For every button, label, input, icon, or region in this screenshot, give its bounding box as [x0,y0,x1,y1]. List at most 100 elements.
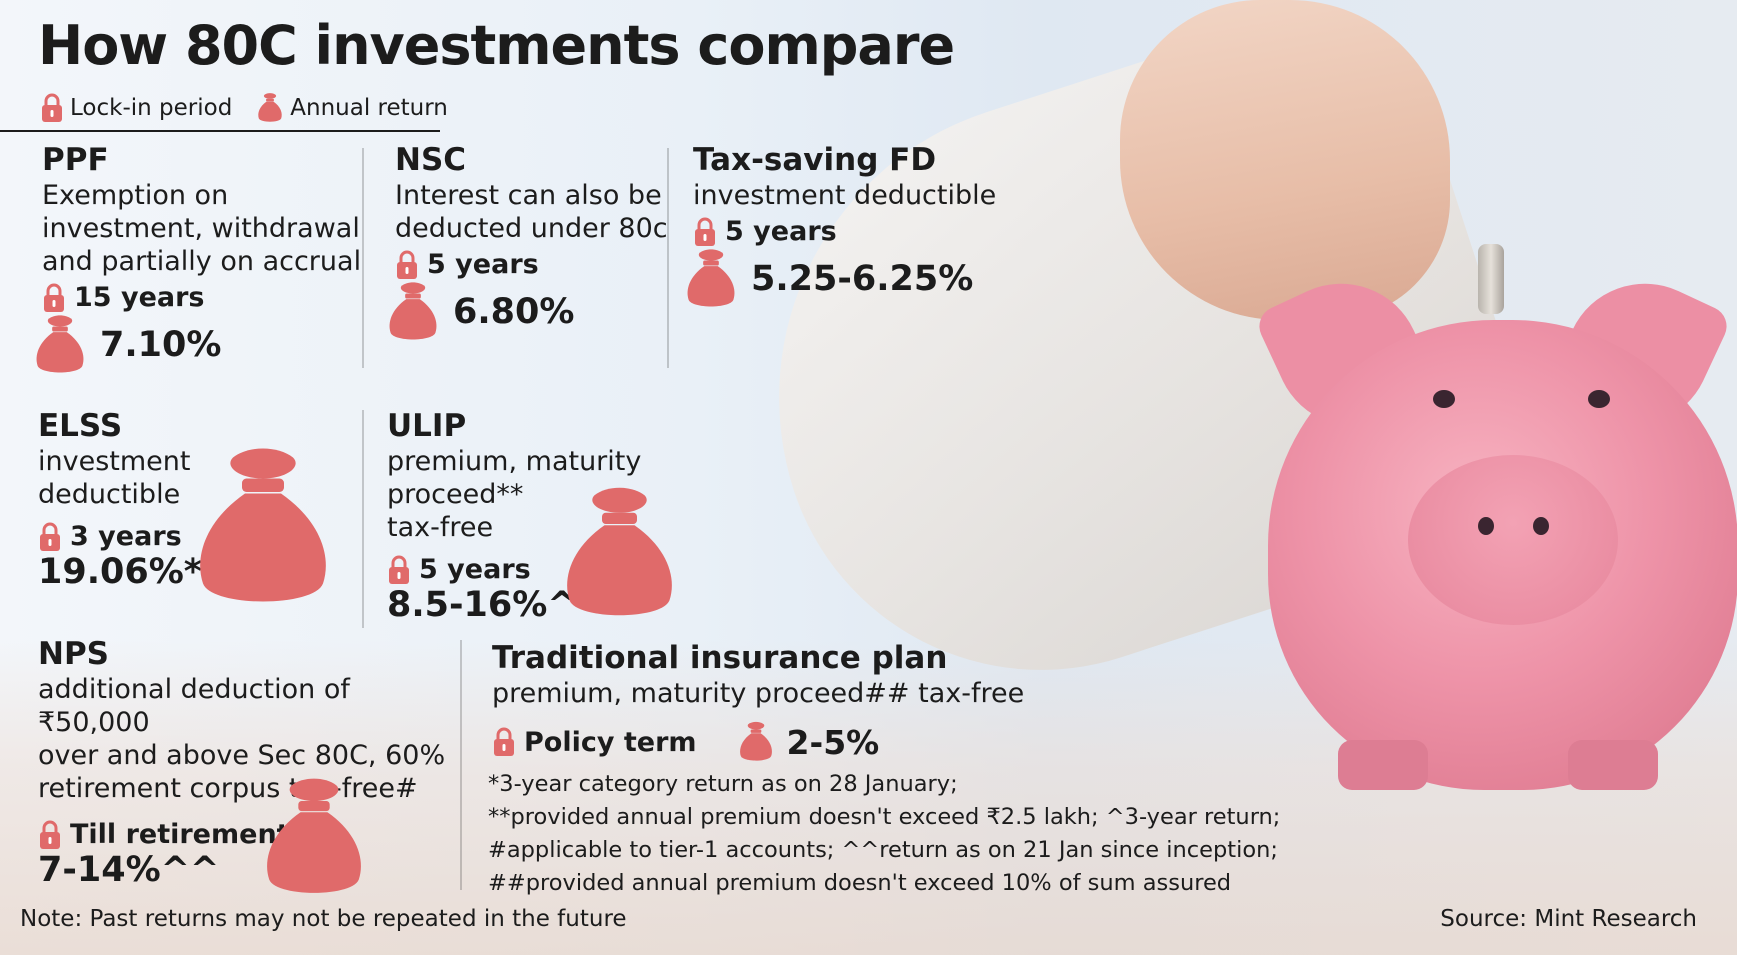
money-bag-icon [683,247,739,311]
lock-icon [387,555,411,585]
ulip-lockin: 5 years [387,554,767,585]
piggy-bank-illustration [1252,257,1737,800]
legend: Lock-in period Annual return [40,92,448,124]
fd-title: Tax-saving FD [693,142,937,178]
footnotes: *3-year category return as on 28 January… [488,768,1280,900]
column-divider [460,640,462,890]
ulip-lockin-value: 5 years [419,554,531,586]
ppf-lockin-value: 15 years [74,282,205,314]
disclaimer-note: Note: Past returns may not be repeated i… [20,906,627,932]
nsc-return: 6.80% [385,280,675,344]
ulip-description: premium, maturity proceed** tax-free [387,445,767,544]
legend-return-label: Annual return [290,95,448,121]
pig-nostril-right [1533,517,1549,535]
nps-title: NPS [38,636,109,672]
trad-title: Traditional insurance plan [492,640,948,676]
coin-illustration [1478,244,1504,314]
nsc-desc-line: Interest can also be [395,180,662,212]
ulip-desc-line: premium, maturity proceed** [387,446,642,511]
trad-lockin: Policy term [492,727,697,758]
elss-lockin-value: 3 years [70,521,182,553]
money-bag-icon [557,482,682,626]
fd-description: investment deductible [693,179,1013,212]
pig-eye-right [1588,390,1610,408]
trad-return-value: 2-5% [786,722,880,762]
lock-icon [38,820,62,850]
trad-desc-line: premium, maturity proceed## tax-free [492,678,1025,710]
section-tax-saving-fd: Tax-saving FD investment deductible 5 ye… [693,142,1013,311]
legend-lock-label: Lock-in period [70,95,233,121]
footnote-line: #applicable to tier-1 accounts; ^^return… [488,837,1278,863]
trad-stats: Policy term 2-5% [492,720,1052,764]
nsc-lockin: 5 years [395,249,675,280]
elss-return-value: 19.06%* [38,552,203,593]
money-bag-icon [188,443,338,613]
legend-return: Annual return [256,92,448,124]
footnote-line: *3-year category return as on 28 January… [488,771,958,797]
trad-lockin-value: Policy term [524,726,697,758]
ppf-desc-line: Exemption on [42,180,229,212]
elss-return: 19.06%* [38,552,368,592]
lock-icon [492,727,516,757]
fd-lockin: 5 years [693,216,1013,247]
footnote-line: **provided annual premium doesn't exceed… [488,804,1281,830]
nsc-return-value: 6.80% [453,292,575,333]
source-credit: Source: Mint Research [1440,906,1697,932]
ulip-return: 8.5-16%^ [387,585,767,625]
nps-lockin-value: Till retirement [70,819,290,851]
section-nsc: NSC Interest can also be deducted under … [395,142,675,344]
elss-lockin: 3 years [38,521,368,552]
lock-icon [40,93,64,123]
ulip-return-value: 8.5-16%^ [387,585,577,626]
nps-return: 7-14%^^ [38,850,458,890]
money-bag-icon [32,313,88,377]
nsc-desc-line: deducted under 80c [395,213,668,245]
ppf-return-value: 7.10% [100,325,222,366]
section-nps: NPS additional deduction of ₹50,000 over… [38,636,458,896]
fd-return-value: 5.25-6.25% [751,259,974,300]
lock-icon [38,522,62,552]
legend-divider [0,130,440,132]
section-traditional-insurance: Traditional insurance plan premium, matu… [492,640,1052,764]
hand-illustration [1120,0,1450,320]
trad-description: premium, maturity proceed## tax-free [492,677,1052,710]
column-divider [362,148,364,368]
ppf-title: PPF [42,142,109,178]
column-divider [362,410,364,628]
nps-desc-line: additional deduction of ₹50,000 [38,674,350,739]
nsc-description: Interest can also be deducted under 80c [395,179,675,245]
pig-eye-left [1433,390,1455,408]
ppf-lockin: 15 years [42,282,362,313]
legend-lock: Lock-in period [40,93,232,123]
pig-snout [1408,455,1618,625]
nps-desc-line: over and above Sec 80C, 60% [38,740,446,772]
elss-desc-line: deductible [38,479,181,511]
ppf-desc-line: and partially on accrual [42,246,362,278]
section-ulip: ULIP premium, maturity proceed** tax-fre… [387,408,767,628]
pig-leg-right [1568,740,1658,790]
section-ppf: PPF Exemption on investment, withdrawal … [42,142,362,377]
nps-lockin: Till retirement [38,819,458,850]
fd-lockin-value: 5 years [725,216,837,248]
fd-return: 5.25-6.25% [683,247,1013,311]
section-elss: ELSS investment deductible 3 years 19.06… [38,408,368,618]
elss-desc-line: investment [38,446,191,478]
money-bag-icon [258,774,370,902]
pig-nostril-left [1478,517,1494,535]
ppf-description: Exemption on investment, withdrawal and … [42,179,362,278]
ulip-desc-line: tax-free [387,512,494,544]
money-bag-icon [385,280,441,344]
nsc-title: NSC [395,142,467,178]
ppf-desc-line: investment, withdrawal [42,213,360,245]
lock-icon [395,250,419,280]
nps-return-value: 7-14%^^ [38,850,220,891]
elss-description: investment deductible [38,445,368,511]
footnote-line: ##provided annual premium doesn't exceed… [488,870,1232,896]
elss-title: ELSS [38,408,123,444]
trad-return: 2-5% [737,720,880,764]
nps-desc-line: retirement corpus tax-free# [38,773,418,805]
lock-icon [42,283,66,313]
ulip-title: ULIP [387,408,467,444]
money-bag-icon [256,92,284,124]
